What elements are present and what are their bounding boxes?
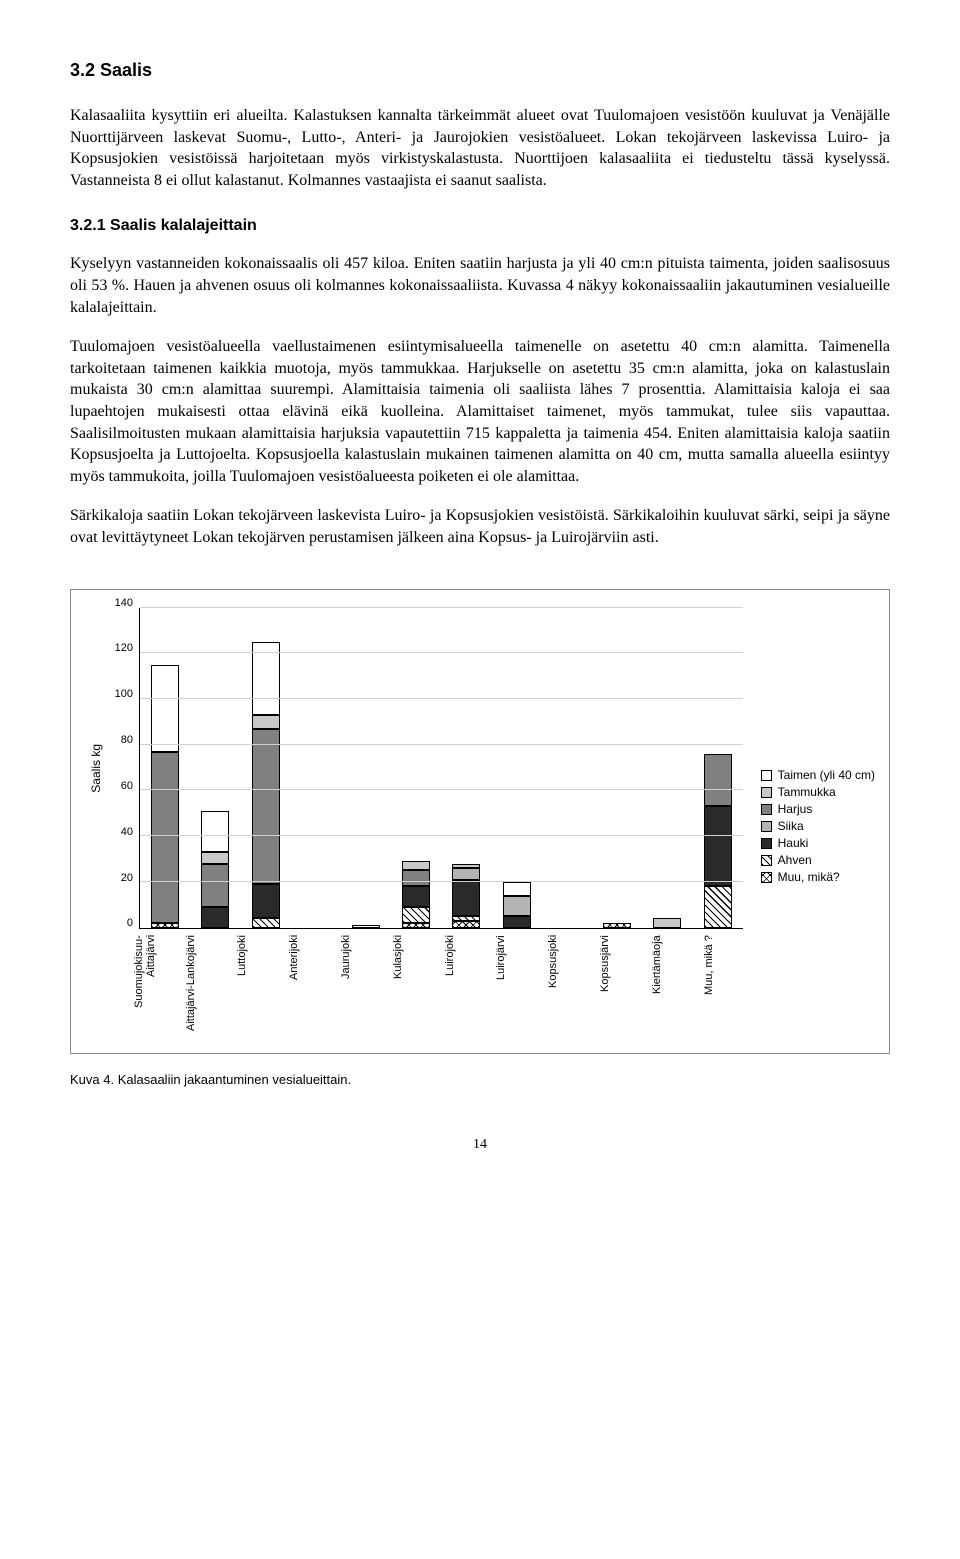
legend-item: Taimen (yli 40 cm): [761, 768, 875, 782]
bar-segment-harjus: [151, 752, 179, 923]
bar: [252, 642, 280, 928]
legend-item: Siika: [761, 819, 875, 833]
bar: [151, 665, 179, 928]
legend-swatch: [761, 770, 772, 781]
bar-segment-muu: [151, 923, 179, 928]
legend-swatch: [761, 872, 772, 883]
x-label: Jaurujoki: [340, 935, 368, 1045]
bar-segment-ahven: [402, 907, 430, 923]
page-number: 14: [70, 1137, 890, 1153]
legend-label: Muu, mikä?: [778, 870, 840, 884]
bar-segment-tammukka: [653, 918, 681, 927]
chart-y-label: Saalis kg: [85, 744, 107, 793]
chart-x-axis: Suomujokisuu-Aittajärvi Aittajärvi-Lankoj…: [121, 929, 743, 1045]
bar-segment-ahven: [704, 886, 732, 927]
bar-segment-hauki: [402, 886, 430, 907]
bar-segment-harjus: [252, 729, 280, 884]
legend-label: Ahven: [778, 853, 812, 867]
paragraph: Kyselyyn vastanneiden kokonaissaalis oli…: [70, 253, 890, 318]
bar: [452, 864, 480, 928]
chart-plot: [139, 608, 743, 929]
bar-segment-tammukka: [402, 861, 430, 870]
x-label: Anterijoki: [288, 935, 316, 1045]
chart-caption: Kuva 4. Kalasaaliin jakaantuminen vesial…: [70, 1072, 890, 1087]
chart-y-axis: 140120100806040200: [107, 608, 139, 929]
legend-item: Hauki: [761, 836, 875, 850]
x-label: Kopsusjärvi: [599, 935, 627, 1045]
x-label: Luirojärvi: [495, 935, 523, 1045]
x-label: Suomujokisuu-Aittajärvi: [133, 935, 161, 1045]
legend-swatch: [761, 821, 772, 832]
legend-swatch: [761, 838, 772, 849]
bar: [402, 861, 430, 927]
legend-swatch: [761, 855, 772, 866]
bar-segment-hauki: [452, 880, 480, 917]
legend-item: Harjus: [761, 802, 875, 816]
bar-segment-muu: [452, 921, 480, 928]
x-label: Muu, mikä ?: [703, 935, 731, 1045]
bar-segment-taimen: [201, 811, 229, 852]
legend-label: Taimen (yli 40 cm): [778, 768, 875, 782]
bar: [201, 811, 229, 928]
legend-item: Muu, mikä?: [761, 870, 875, 884]
bar: [503, 882, 531, 928]
x-label: Kiertämäoja: [651, 935, 679, 1045]
bar-segment-harjus: [201, 864, 229, 907]
x-label: Kulasjoki: [392, 935, 420, 1045]
bar-segment-taimen: [352, 925, 380, 927]
bar-segment-hauki: [252, 884, 280, 918]
bar: [603, 923, 631, 928]
x-label: Luttojoki: [236, 935, 264, 1045]
bar-segment-siika: [503, 896, 531, 917]
legend-label: Tammukka: [778, 785, 836, 799]
bar-segment-ahven: [252, 918, 280, 927]
chart-legend: Taimen (yli 40 cm) Tammukka Harjus Siika Hau…: [743, 765, 875, 887]
section-heading: 3.2 Saalis: [70, 60, 890, 81]
legend-item: Ahven: [761, 853, 875, 867]
bar-segment-siika: [452, 868, 480, 879]
x-label: Aittajärvi-Lankojärvi: [185, 935, 213, 1045]
chart-frame: Saalis kg 140120100806040200 Suomujokisu…: [70, 589, 890, 1054]
bar-segment-muu: [603, 923, 631, 928]
bar-segment-taimen: [151, 665, 179, 752]
paragraph: Tuulomajoen vesistöalueella vaellustaime…: [70, 336, 890, 487]
bar-segment-hauki: [704, 806, 732, 886]
legend-label: Harjus: [778, 802, 813, 816]
bar: [352, 925, 380, 927]
paragraph: Kalasaaliita kysyttiin eri alueilta. Kal…: [70, 105, 890, 191]
x-label: Luirojoki: [444, 935, 472, 1045]
legend-label: Siika: [778, 819, 804, 833]
legend-item: Tammukka: [761, 785, 875, 799]
bar-segment-hauki: [503, 916, 531, 927]
subsection-heading: 3.2.1 Saalis kalalajeittain: [70, 217, 890, 235]
legend-label: Hauki: [778, 836, 809, 850]
bar-segment-tammukka: [252, 715, 280, 729]
bar: [653, 918, 681, 927]
bar: [704, 754, 732, 928]
x-label: Kopsusjoki: [547, 935, 575, 1045]
bar-segment-muu: [402, 923, 430, 928]
bar-segment-taimen: [503, 882, 531, 896]
bar-segment-harjus: [704, 754, 732, 807]
bar-segment-hauki: [201, 907, 229, 928]
bar-segment-harjus: [402, 870, 430, 886]
bar-segment-tammukka: [201, 852, 229, 863]
paragraph: Särkikaloja saatiin Lokan tekojärveen la…: [70, 505, 890, 548]
legend-swatch: [761, 804, 772, 815]
legend-swatch: [761, 787, 772, 798]
